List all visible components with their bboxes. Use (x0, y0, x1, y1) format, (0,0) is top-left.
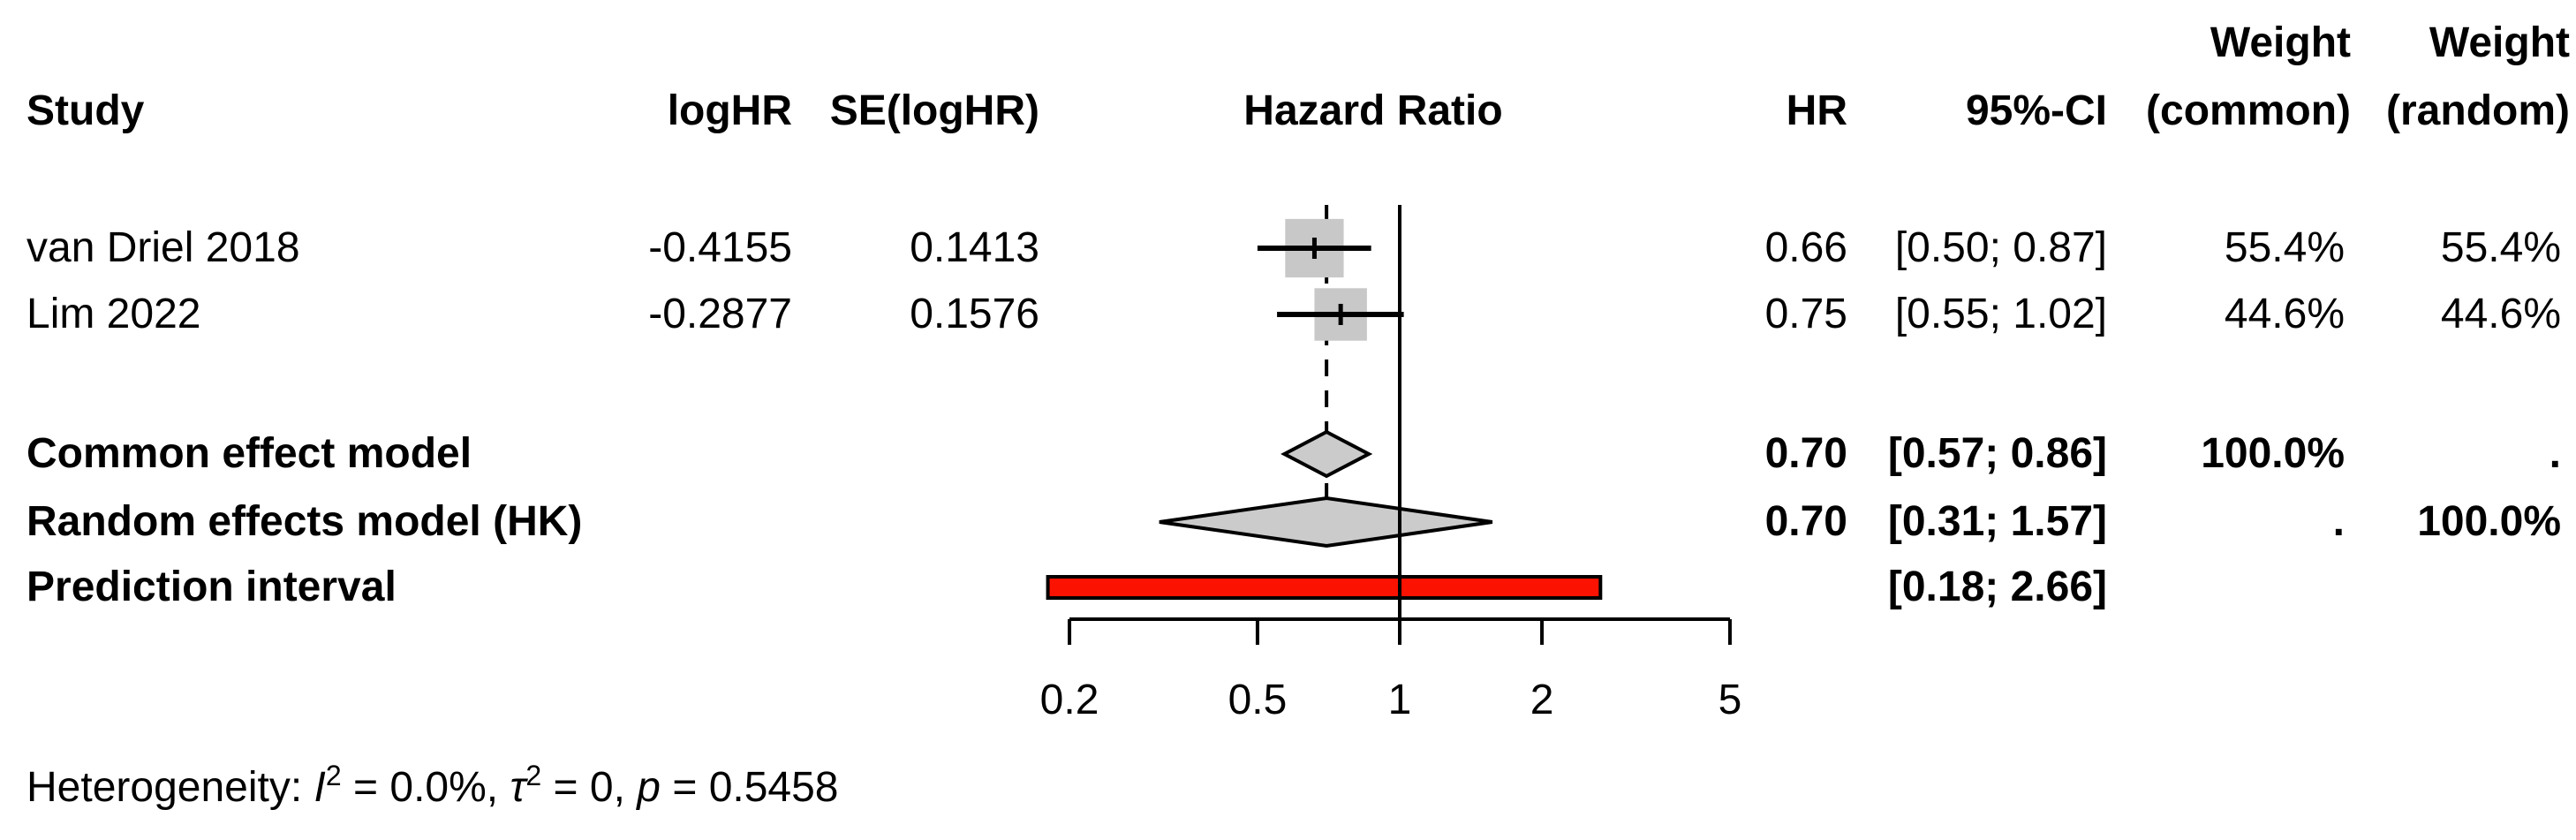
se-value: 0.1413 (910, 224, 1039, 271)
summary-label: Common effect model (26, 430, 472, 477)
heterogeneity-footnote-segment: I (314, 764, 326, 811)
summary-weight-common-value: . (2332, 498, 2345, 545)
random-effects-diamond (1159, 496, 1493, 549)
study-column-header: Study (26, 87, 145, 134)
heterogeneity-footnote-segment: 2 (325, 760, 342, 791)
weight-random-header-line2: (random) (2386, 87, 2570, 134)
x-axis-tick-label: 2 (1530, 677, 1554, 723)
heterogeneity-footnote-segment: 2 (525, 760, 542, 791)
heterogeneity-footnote-segment: = 0.0%, (341, 764, 510, 811)
study-label: Lim 2022 (26, 291, 201, 337)
x-axis-tick-label: 5 (1719, 677, 1742, 723)
weight-common-value: 55.4% (2224, 224, 2345, 271)
heterogeneity-footnote-segment: Heterogeneity: (26, 764, 314, 811)
weight-common-header-line2: (common) (2146, 87, 2351, 134)
weight-common-header-line1: Weight (2210, 19, 2351, 66)
summary-weight-random-value: . (2549, 430, 2561, 477)
summary-weight-common-value: 100.0% (2201, 430, 2345, 477)
prediction-interval-label: Prediction interval (26, 564, 397, 610)
loghr-value: -0.2877 (648, 291, 792, 337)
summary-weight-random-value: 100.0% (2417, 498, 2561, 545)
summary-ci-value: [0.31; 1.57] (1887, 498, 2107, 545)
common-effect-diamond (1280, 429, 1373, 479)
hr-value: 0.66 (1764, 224, 1847, 271)
loghr-value: -0.4155 (648, 224, 792, 271)
prediction-interval-ci-value: [0.18; 2.66] (1887, 564, 2107, 610)
summary-ci-value: [0.57; 0.86] (1887, 430, 2107, 477)
study-label: van Driel 2018 (26, 224, 300, 271)
heterogeneity-footnote-segment: = 0.5458 (660, 764, 839, 811)
x-axis-tick-label: 1 (1388, 677, 1412, 723)
ci-value: [0.50; 0.87] (1894, 224, 2107, 271)
weight-common-value: 44.6% (2224, 291, 2345, 337)
heterogeneity-footnote-segment: τ (510, 764, 526, 811)
heterogeneity-footnote-segment: p (637, 764, 661, 811)
hr-value: 0.75 (1764, 291, 1847, 337)
summary-hr-value: 0.70 (1764, 498, 1847, 545)
weight-random-value: 44.6% (2440, 291, 2561, 337)
summary-hr-value: 0.70 (1764, 430, 1847, 477)
heterogeneity-footnote-segment: = 0, (541, 764, 638, 811)
ci-value: [0.55; 1.02] (1894, 291, 2107, 337)
hazard-ratio-column-header: Hazard Ratio (1243, 87, 1503, 134)
se-value: 0.1576 (910, 291, 1039, 337)
x-axis-tick-label: 0.5 (1228, 677, 1288, 723)
se-column-header: SE(logHR) (829, 87, 1039, 134)
x-axis-tick-label: 0.2 (1040, 677, 1099, 723)
summary-label: Random effects model (HK) (26, 498, 583, 545)
weight-random-header-line1: Weight (2429, 19, 2570, 66)
ci-column-header: 95%-CI (1965, 87, 2107, 134)
heterogeneity-footnote: Heterogeneity: I2 = 0.0%, τ2 = 0, p = 0.… (26, 761, 839, 811)
loghr-column-header: logHR (667, 87, 792, 134)
hr-column-header: HR (1786, 87, 1847, 134)
weight-random-value: 55.4% (2440, 224, 2561, 271)
prediction-interval-bar (1046, 575, 1603, 600)
